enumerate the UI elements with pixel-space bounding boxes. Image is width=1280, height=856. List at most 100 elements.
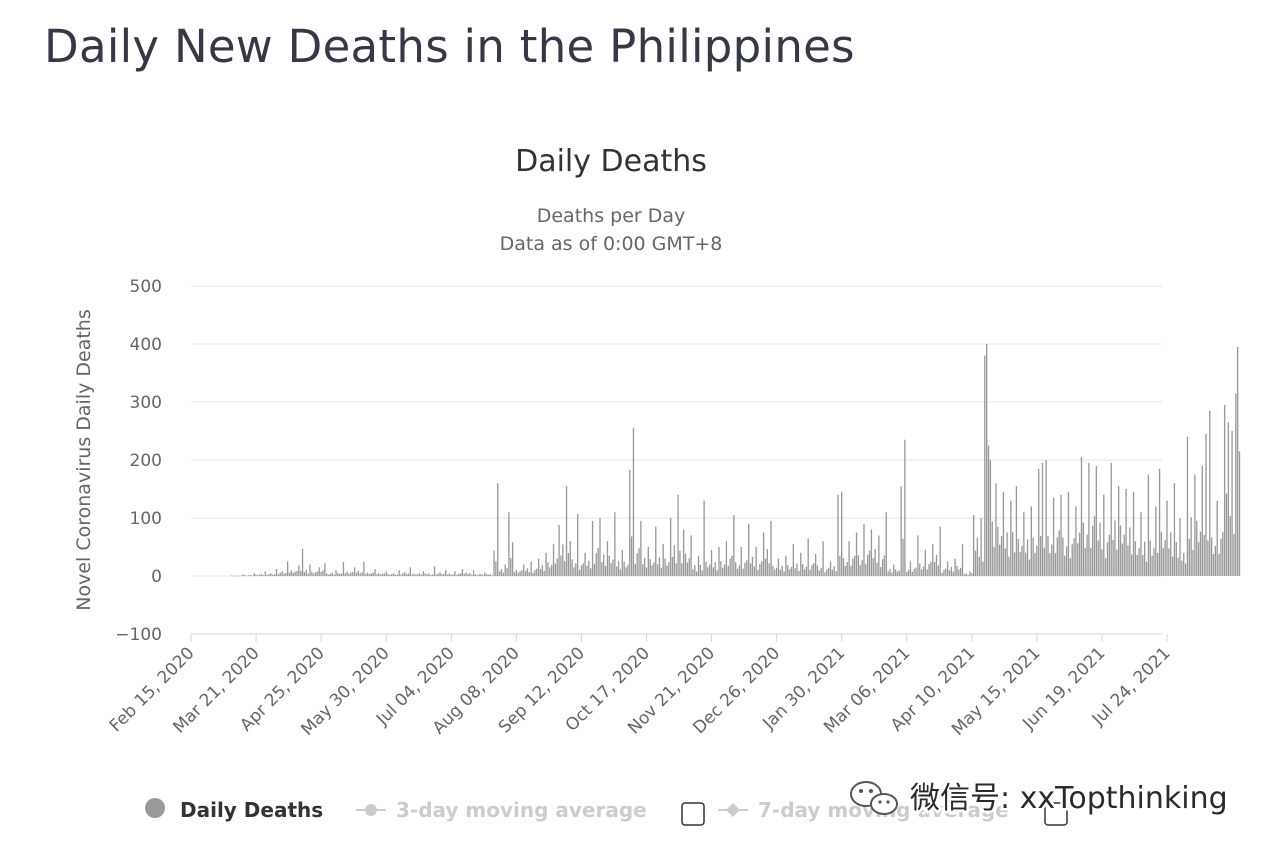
daily-deaths-bar: [257, 575, 259, 576]
daily-deaths-bar: [378, 573, 380, 576]
legend-label-daily-deaths: Daily Deaths: [180, 798, 323, 822]
legend-item-daily-deaths[interactable]: Daily Deaths: [145, 798, 323, 822]
daily-deaths-bar: [543, 570, 545, 576]
daily-deaths-bar: [448, 573, 451, 576]
daily-deaths-bar: [1140, 512, 1142, 576]
daily-deaths-bar: [1220, 538, 1222, 576]
daily-deaths-bar: [616, 566, 618, 576]
daily-deaths-bar: [1162, 547, 1164, 576]
daily-deaths-bar: [1097, 540, 1099, 576]
daily-deaths-bar: [1177, 557, 1179, 576]
daily-deaths-bar: [374, 569, 376, 576]
bars-daily-deaths: [231, 344, 1241, 577]
daily-deaths-bar: [1190, 517, 1192, 576]
daily-deaths-bar: [1225, 493, 1228, 576]
daily-deaths-bar: [1170, 532, 1172, 576]
daily-deaths-bar: [240, 575, 242, 577]
legend-checkbox-3-day[interactable]: [681, 802, 705, 826]
daily-deaths-bar: [1142, 555, 1144, 576]
daily-deaths-bar: [1030, 506, 1032, 576]
daily-deaths-bar: [262, 575, 265, 576]
daily-deaths-bar: [487, 574, 490, 576]
daily-deaths-bar: [1056, 537, 1058, 576]
daily-deaths-bar: [740, 547, 742, 576]
daily-deaths-bar: [443, 573, 445, 576]
legend-checkbox-7-day[interactable]: [1044, 802, 1068, 826]
daily-deaths-bar: [459, 573, 462, 576]
daily-deaths-bar: [537, 558, 540, 576]
daily-deaths-bar: [684, 553, 687, 576]
daily-deaths-bar: [868, 550, 871, 576]
daily-deaths-bar: [493, 550, 495, 576]
daily-deaths-bar: [510, 557, 512, 576]
daily-deaths-bar: [1147, 474, 1150, 576]
daily-deaths-bar: [564, 561, 566, 576]
daily-deaths-bar: [580, 565, 583, 576]
daily-deaths-bar: [617, 560, 620, 576]
daily-deaths-bar: [1119, 525, 1122, 576]
daily-deaths-bar: [894, 569, 897, 576]
daily-deaths-bar: [1077, 543, 1079, 576]
daily-deaths-bar: [480, 573, 482, 576]
y-tick-label: 500: [130, 277, 162, 297]
daily-deaths-bar: [1157, 552, 1159, 576]
daily-deaths-bar: [485, 574, 488, 576]
daily-deaths-bar: [906, 572, 908, 576]
daily-deaths-bar: [277, 574, 280, 576]
daily-deaths-bar: [945, 568, 947, 576]
daily-deaths-bar: [1112, 539, 1114, 576]
daily-deaths-bar: [231, 575, 233, 576]
daily-deaths-bar: [456, 574, 458, 576]
daily-deaths-bar: [573, 567, 575, 576]
daily-deaths-bar: [1233, 533, 1235, 576]
daily-deaths-bar: [718, 547, 720, 576]
daily-deaths-bar: [550, 565, 553, 576]
daily-deaths-bar: [677, 494, 679, 576]
daily-deaths-bar: [528, 572, 531, 576]
daily-deaths-bar: [913, 568, 915, 576]
daily-deaths-bar: [268, 574, 270, 576]
daily-deaths-bar: [701, 570, 703, 576]
daily-deaths-bar: [320, 571, 322, 576]
daily-deaths-bar: [883, 555, 886, 576]
daily-deaths-bar: [353, 567, 356, 576]
daily-deaths-bar: [1136, 554, 1138, 576]
daily-deaths-bar: [1093, 515, 1096, 576]
daily-deaths-bar: [826, 569, 828, 576]
daily-deaths-bar: [238, 575, 241, 577]
legend-item-3-day-average[interactable]: 3-day moving average: [356, 798, 647, 822]
daily-deaths-bar: [314, 572, 317, 576]
daily-deaths-bar: [482, 575, 484, 576]
daily-deaths-bar: [757, 569, 759, 576]
daily-deaths-bar: [801, 564, 804, 576]
daily-deaths-bar: [1049, 553, 1051, 576]
daily-deaths-bar: [1222, 532, 1224, 576]
daily-deaths-bar: [316, 571, 319, 576]
y-axis-ticks: 500 400 300 200 100 0 −100: [115, 277, 162, 645]
daily-deaths-bar: [792, 544, 794, 576]
daily-deaths-bar: [608, 555, 610, 576]
daily-deaths-bar: [523, 564, 525, 576]
daily-deaths-bar: [928, 564, 930, 576]
daily-deaths-bar: [1073, 538, 1075, 576]
daily-deaths-bar: [1203, 534, 1205, 576]
daily-deaths-bar: [1125, 489, 1127, 576]
daily-deaths-bar: [1034, 552, 1036, 576]
daily-deaths-bar: [712, 567, 715, 576]
daily-deaths-bar: [270, 573, 272, 576]
daily-deaths-bar: [1194, 474, 1196, 576]
daily-deaths-bar: [506, 568, 508, 576]
daily-deaths-bar: [368, 574, 371, 576]
daily-deaths-bar: [292, 572, 294, 576]
legend-label-3-day-average: 3-day moving average: [396, 798, 647, 822]
daily-deaths-bar: [361, 572, 363, 576]
daily-deaths-bar: [997, 527, 999, 576]
daily-deaths-bar: [1166, 500, 1168, 576]
daily-deaths-bar: [1041, 462, 1044, 576]
daily-deaths-bar: [357, 570, 359, 576]
daily-deaths-bar: [643, 558, 646, 576]
daily-deaths-bar: [972, 515, 975, 576]
daily-deaths-bar: [502, 572, 504, 576]
daily-deaths-bar: [630, 536, 633, 576]
daily-deaths-bar: [935, 554, 938, 576]
